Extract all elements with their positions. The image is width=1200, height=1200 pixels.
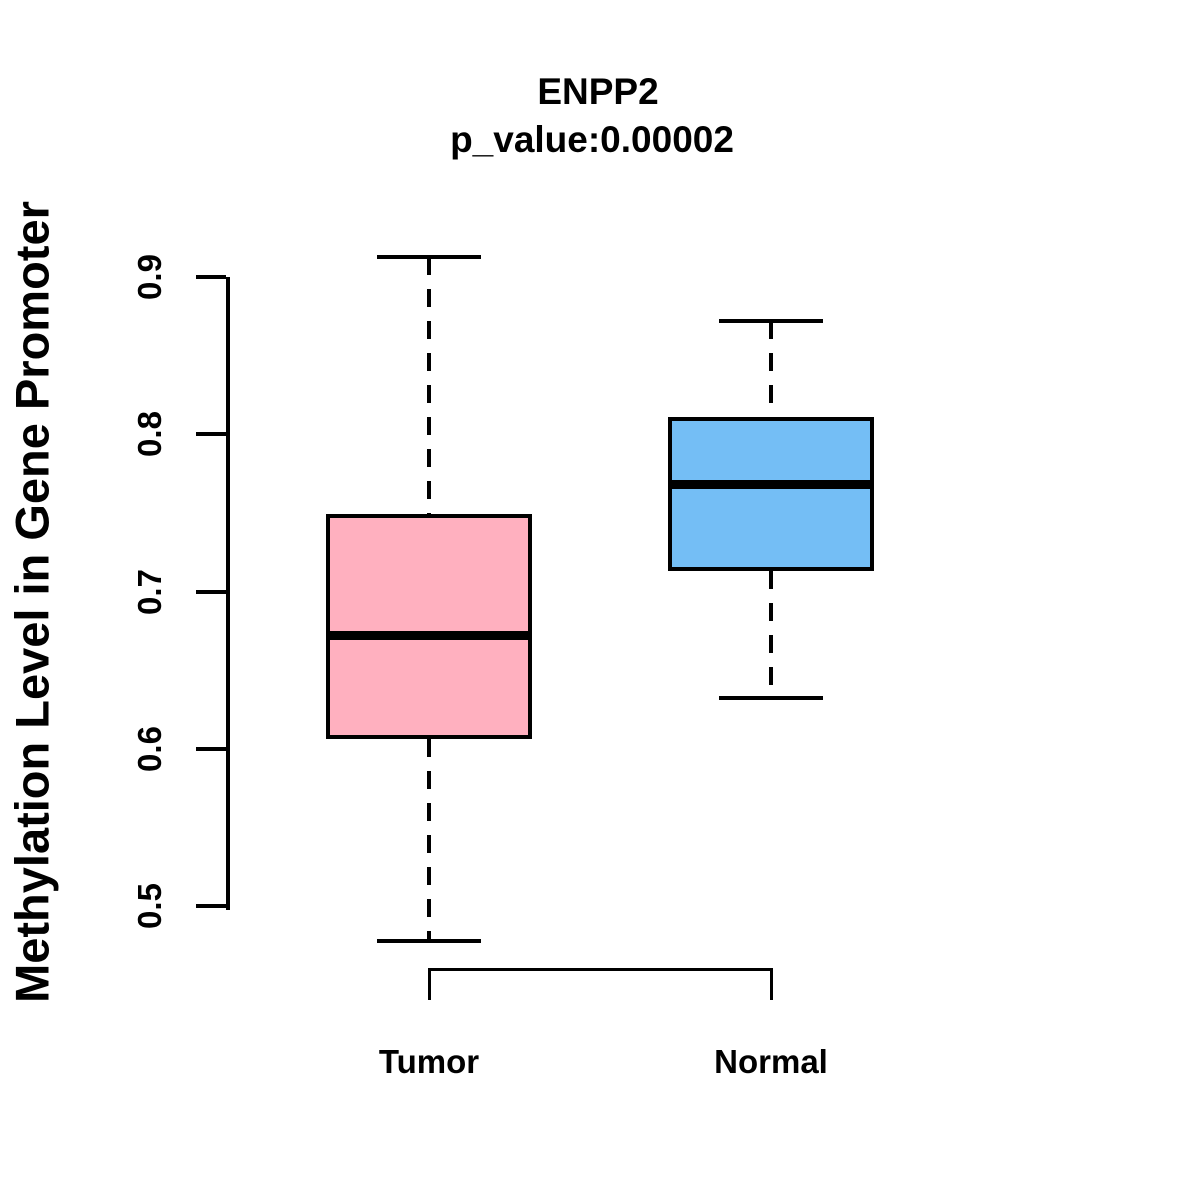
x-axis-tick-tumor — [427, 968, 431, 1000]
tumor-upper-whisker — [427, 256, 431, 515]
y-axis-line — [226, 277, 230, 910]
tumor-lower-whisker-cap — [377, 938, 481, 943]
tumor-upper-whisker-cap — [377, 254, 481, 259]
y-axis-title: Methylation Level in Gene Promoter — [5, 201, 59, 1003]
normal-box — [668, 416, 874, 572]
x-axis-tick-normal — [769, 968, 773, 1000]
y-axis-tick-label: 0.5 — [131, 883, 168, 929]
y-axis-tick — [196, 904, 226, 908]
normal-lower-whisker-cap — [719, 696, 823, 701]
tumor-box — [326, 514, 532, 740]
x-axis-label-tumor: Tumor — [378, 1043, 480, 1080]
y-axis-tick-label: 0.8 — [131, 411, 168, 458]
chart-title: ENPP2 — [537, 71, 659, 112]
y-axis-tick-label: 0.7 — [131, 568, 168, 615]
y-axis-tick — [196, 589, 226, 594]
normal-lower-whisker — [769, 571, 773, 699]
y-axis-tick — [196, 275, 226, 279]
y-axis-tick — [196, 746, 226, 751]
y-axis-tick-label: 0.6 — [131, 725, 168, 772]
normal-upper-whisker — [769, 321, 773, 417]
chart-subtitle-pvalue: p_value:0.00002 — [450, 119, 734, 160]
y-axis-tick-label: 0.9 — [131, 254, 168, 300]
normal-median-line — [668, 480, 874, 490]
x-axis-label-normal: Normal — [714, 1043, 828, 1080]
tumor-median-line — [326, 631, 532, 641]
x-axis-line — [429, 968, 771, 971]
y-axis-tick — [196, 432, 226, 437]
tumor-lower-whisker — [427, 739, 431, 941]
normal-upper-whisker-cap — [719, 319, 823, 324]
